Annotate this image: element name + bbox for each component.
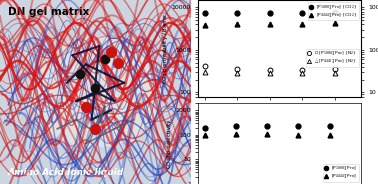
- Y-axis label: CO$_2$/N$_2$ selectivity: CO$_2$/N$_2$ selectivity: [165, 118, 174, 169]
- Text: Amino Acid Ionic liquid: Amino Acid Ionic liquid: [8, 168, 124, 177]
- Ellipse shape: [29, 37, 162, 147]
- Text: DN gel matrix: DN gel matrix: [8, 7, 89, 17]
- Y-axis label: CO$_2$ permeability / Barrer: CO$_2$ permeability / Barrer: [161, 12, 170, 84]
- Legend: [P$_{1888}$][Pro], [P$_{4444}$][Pro]: [P$_{1888}$][Pro], [P$_{4444}$][Pro]: [323, 164, 359, 182]
- Legend: O [P$_{1888}$][Pro] {N$_2$}, △ [P$_{4444}$][Pro] {N$_2$}: O [P$_{1888}$][Pro] {N$_2$}, △ [P$_{4444…: [306, 49, 359, 67]
